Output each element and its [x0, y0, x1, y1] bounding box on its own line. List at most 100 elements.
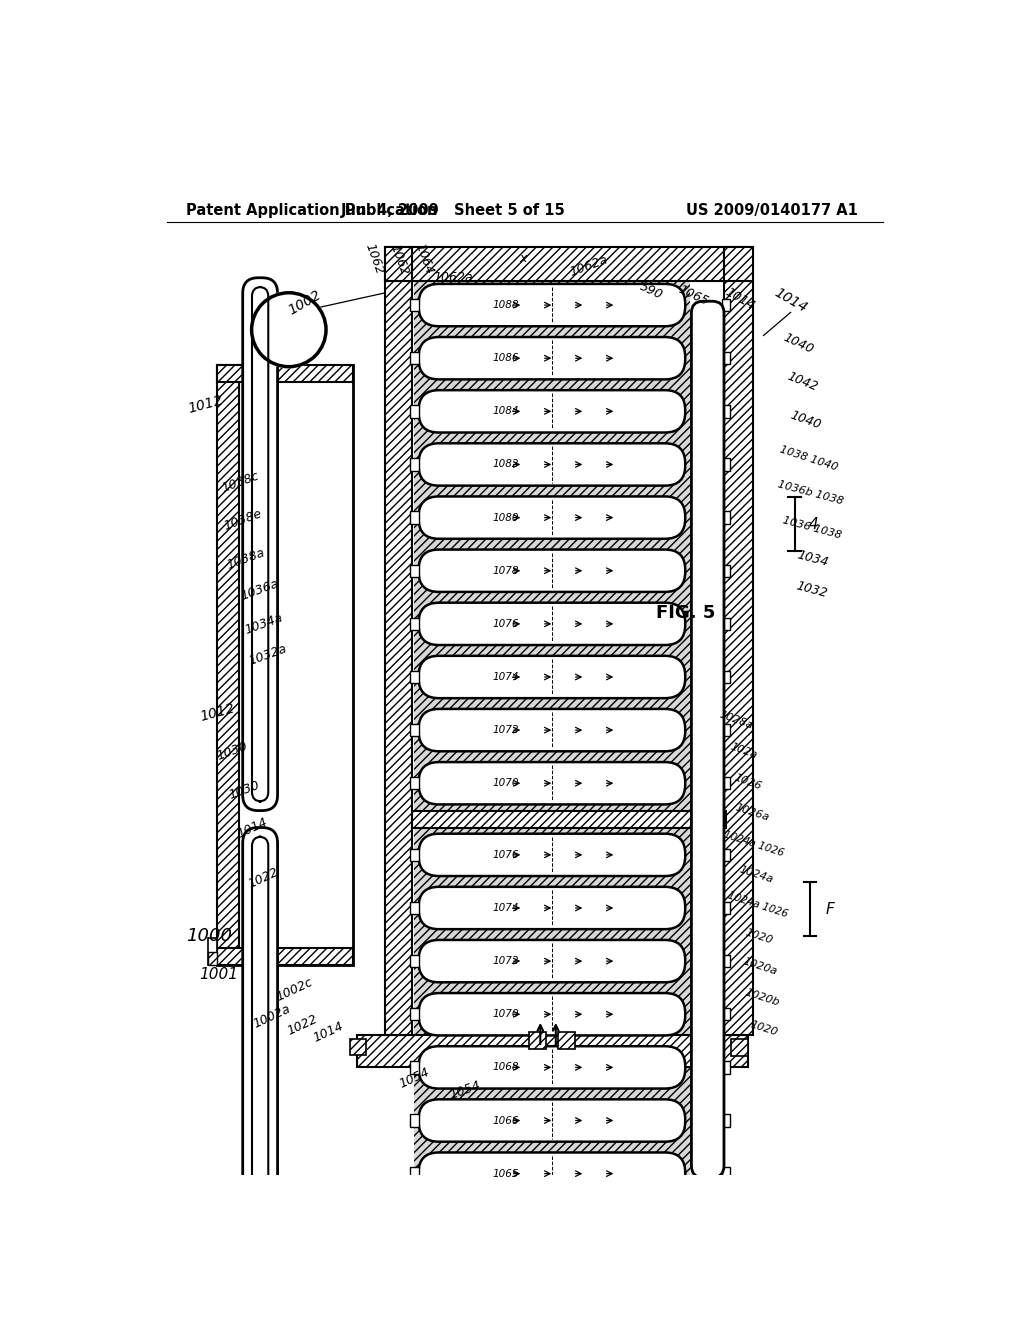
Bar [385, 247, 413, 281]
FancyBboxPatch shape [419, 940, 685, 982]
Text: 1014: 1014 [234, 816, 269, 841]
Bar [350, 1039, 366, 1055]
Bar [724, 281, 754, 1035]
Bar [722, 405, 730, 417]
Text: 1064: 1064 [413, 242, 435, 276]
Text: 1034a: 1034a [243, 611, 285, 638]
Text: 1022: 1022 [247, 866, 281, 891]
FancyBboxPatch shape [243, 828, 278, 1201]
Bar [410, 511, 419, 524]
Text: 1086: 1086 [493, 354, 519, 363]
Bar [410, 405, 419, 417]
Bar [722, 849, 730, 861]
Bar [722, 671, 730, 684]
Text: 1084: 1084 [493, 407, 519, 416]
Text: 1036a: 1036a [239, 577, 281, 602]
FancyBboxPatch shape [252, 286, 268, 801]
Text: 1026: 1026 [733, 772, 763, 792]
Text: 1062: 1062 [388, 243, 411, 277]
Bar [722, 1061, 730, 1073]
Bar [385, 247, 413, 281]
Bar [217, 364, 352, 965]
Bar [528, 1032, 546, 1048]
Bar [722, 618, 730, 630]
Bar [731, 1039, 748, 1056]
Text: 1088: 1088 [493, 300, 519, 310]
Text: 1065: 1065 [677, 282, 711, 308]
Bar [722, 458, 730, 471]
FancyBboxPatch shape [419, 656, 685, 698]
Bar [724, 281, 754, 1035]
Text: F: F [825, 902, 835, 916]
Text: 1066: 1066 [493, 1115, 519, 1126]
Bar [414, 281, 690, 810]
Bar [410, 458, 419, 471]
Text: US 2009/0140177 A1: US 2009/0140177 A1 [686, 203, 858, 218]
Bar [410, 1114, 419, 1127]
Bar [410, 565, 419, 577]
FancyBboxPatch shape [419, 834, 685, 876]
Text: 1076: 1076 [493, 619, 519, 628]
Text: 1062a: 1062a [434, 271, 473, 284]
Text: 1024a 1026: 1024a 1026 [726, 891, 788, 920]
Text: 1078: 1078 [493, 566, 519, 576]
Bar [410, 298, 419, 312]
Text: 1038 1040: 1038 1040 [778, 445, 839, 473]
Text: x: x [519, 252, 527, 265]
Text: 1040: 1040 [781, 330, 816, 356]
Text: 1042: 1042 [785, 370, 819, 393]
Text: 1054: 1054 [397, 1065, 432, 1092]
Bar [413, 810, 726, 828]
FancyBboxPatch shape [419, 496, 685, 539]
Text: 1024a: 1024a [737, 865, 774, 884]
FancyBboxPatch shape [419, 549, 685, 591]
Bar [722, 511, 730, 524]
Bar [217, 948, 352, 965]
FancyBboxPatch shape [419, 391, 685, 433]
Bar [410, 352, 419, 364]
FancyBboxPatch shape [419, 762, 685, 804]
FancyBboxPatch shape [419, 1100, 685, 1142]
Bar [385, 281, 413, 1035]
Bar [722, 352, 730, 364]
FancyBboxPatch shape [691, 301, 724, 1177]
Bar [722, 565, 730, 577]
Text: 1020: 1020 [743, 927, 774, 945]
Bar [410, 954, 419, 968]
Bar [356, 247, 748, 1063]
Bar [722, 777, 730, 789]
Text: 1072: 1072 [493, 725, 519, 735]
Bar [217, 364, 352, 381]
Text: 1032: 1032 [795, 579, 828, 601]
Text: 1034: 1034 [796, 548, 830, 569]
Text: 1062a: 1062a [568, 253, 610, 279]
Text: 1020b: 1020b [743, 987, 780, 1008]
Bar [414, 810, 690, 1203]
Text: FIG. 5: FIG. 5 [656, 603, 716, 622]
Bar [385, 247, 748, 281]
Bar [558, 1032, 575, 1048]
FancyBboxPatch shape [419, 709, 685, 751]
Text: 1036b 1038: 1036b 1038 [776, 479, 844, 507]
Bar [350, 1039, 366, 1055]
FancyBboxPatch shape [419, 1152, 685, 1195]
Bar [410, 1061, 419, 1073]
Text: 4: 4 [809, 516, 819, 532]
Bar [410, 1008, 419, 1020]
Text: 1030: 1030 [215, 739, 250, 763]
Text: 1068: 1068 [493, 1063, 519, 1072]
Bar [410, 671, 419, 684]
Bar [217, 364, 352, 381]
Bar [722, 298, 730, 312]
Bar [356, 1035, 748, 1067]
Text: 1020: 1020 [749, 1019, 778, 1038]
FancyBboxPatch shape [419, 1047, 685, 1089]
Text: 1080: 1080 [493, 512, 519, 523]
Text: 1038a: 1038a [225, 546, 266, 572]
Bar [528, 1032, 546, 1048]
Bar [731, 1039, 748, 1056]
Text: 1036 1038: 1036 1038 [781, 515, 842, 541]
Text: Jun. 4, 2009   Sheet 5 of 15: Jun. 4, 2009 Sheet 5 of 15 [341, 203, 566, 218]
Text: 1000: 1000 [186, 927, 232, 945]
Text: 1002c: 1002c [274, 975, 315, 1005]
